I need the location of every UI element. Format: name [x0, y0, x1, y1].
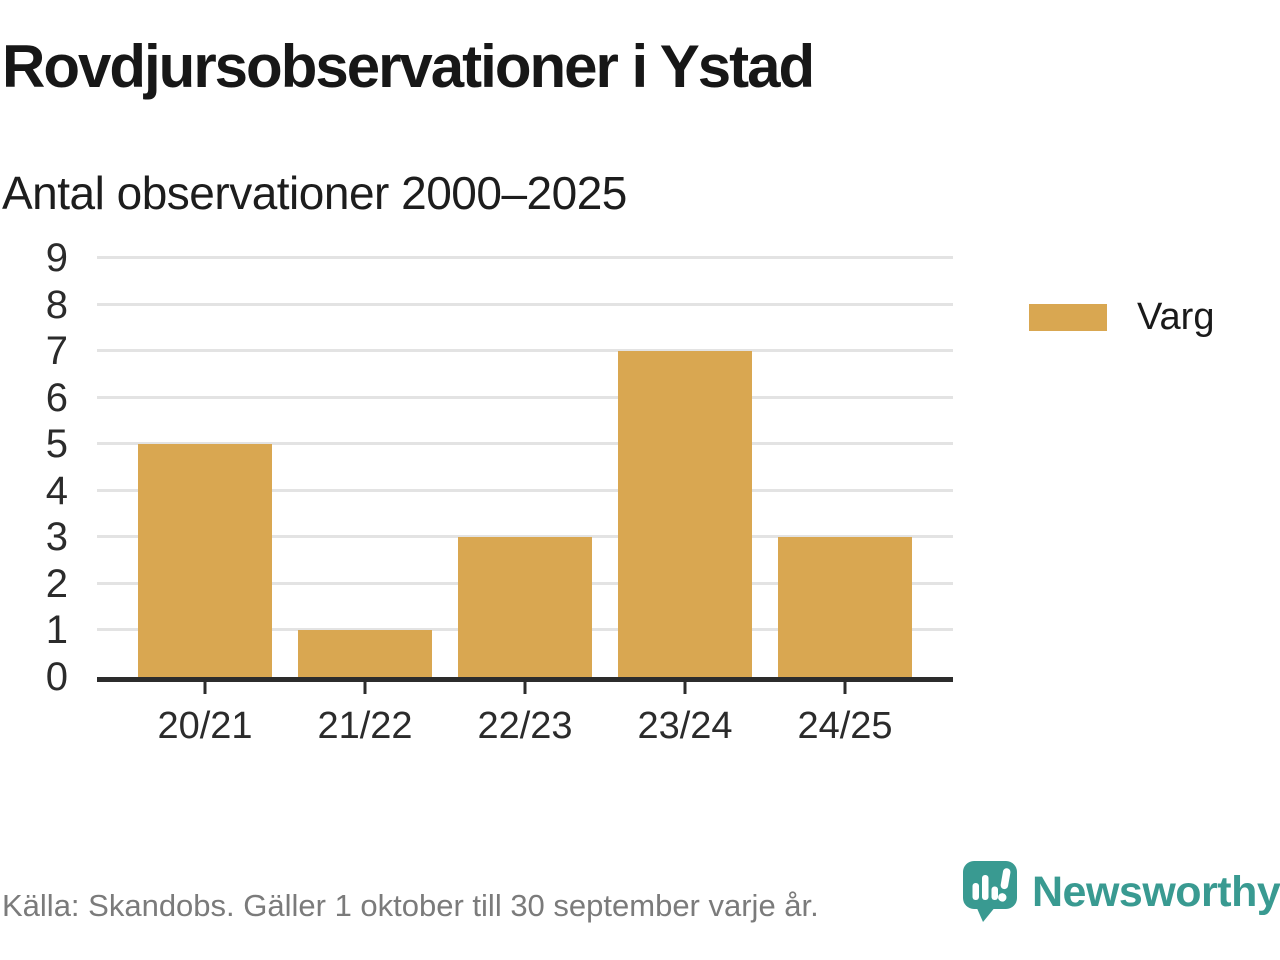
bar-21-22	[298, 630, 432, 677]
page-title: Rovdjursobservationer i Ystad	[2, 33, 815, 100]
gridline-y-8	[97, 302, 953, 306]
x-axis-labels: 20/21 21/22 22/23 23/24 24/25	[97, 677, 953, 747]
gridline-y-7	[97, 349, 953, 353]
bar-23-24	[618, 351, 752, 677]
bar-20-21	[138, 444, 272, 677]
x-tick-label-20-21: 20/21	[157, 705, 253, 747]
y-tick-label-2: 2	[45, 561, 68, 606]
plot-area	[97, 256, 953, 677]
brand-name: Newsworthy	[1032, 867, 1280, 916]
legend-swatch-varg	[1029, 303, 1107, 331]
x-tick-label-24-25: 24/25	[797, 705, 893, 747]
y-tick-label-5: 5	[45, 422, 68, 467]
legend: Varg	[1029, 297, 1214, 337]
x-tick-label-21-22: 21/22	[317, 705, 413, 747]
gridline-y-5	[97, 442, 953, 446]
gridline-y-3	[97, 535, 953, 539]
y-tick-label-8: 8	[45, 282, 68, 327]
y-tick-label-6: 6	[45, 375, 68, 420]
newsworthy-speech-bubble-chart-icon	[963, 861, 1017, 922]
gridline-y-9	[97, 256, 953, 259]
x-tick-label-22-23: 22/23	[477, 705, 573, 747]
x-tick-23-24	[683, 682, 687, 694]
legend-label: Varg	[1137, 296, 1215, 338]
gridline-y-4	[97, 488, 953, 492]
source-note: Källa: Skandobs. Gäller 1 oktober till 3…	[2, 888, 819, 923]
x-tick-21-22	[363, 682, 367, 694]
x-tick-22-23	[523, 682, 527, 694]
y-tick-label-3: 3	[45, 515, 68, 560]
chart-subtitle: Antal observationer 2000–2025	[2, 167, 627, 219]
y-tick-label-7: 7	[45, 329, 68, 374]
y-tick-label-0: 0	[45, 655, 68, 699]
x-axis-baseline	[97, 677, 953, 682]
y-tick-label-1: 1	[45, 608, 68, 653]
y-tick-label-9: 9	[45, 236, 68, 280]
brand-lockup: Newsworthy	[962, 860, 1280, 924]
gridline-y-6	[97, 395, 953, 399]
x-tick-label-23-24: 23/24	[637, 705, 733, 747]
bar-22-23	[458, 537, 592, 677]
y-tick-label-4: 4	[45, 468, 68, 513]
x-tick-20-21	[203, 682, 207, 694]
x-tick-24-25	[843, 682, 847, 694]
bar-24-25	[778, 537, 912, 677]
